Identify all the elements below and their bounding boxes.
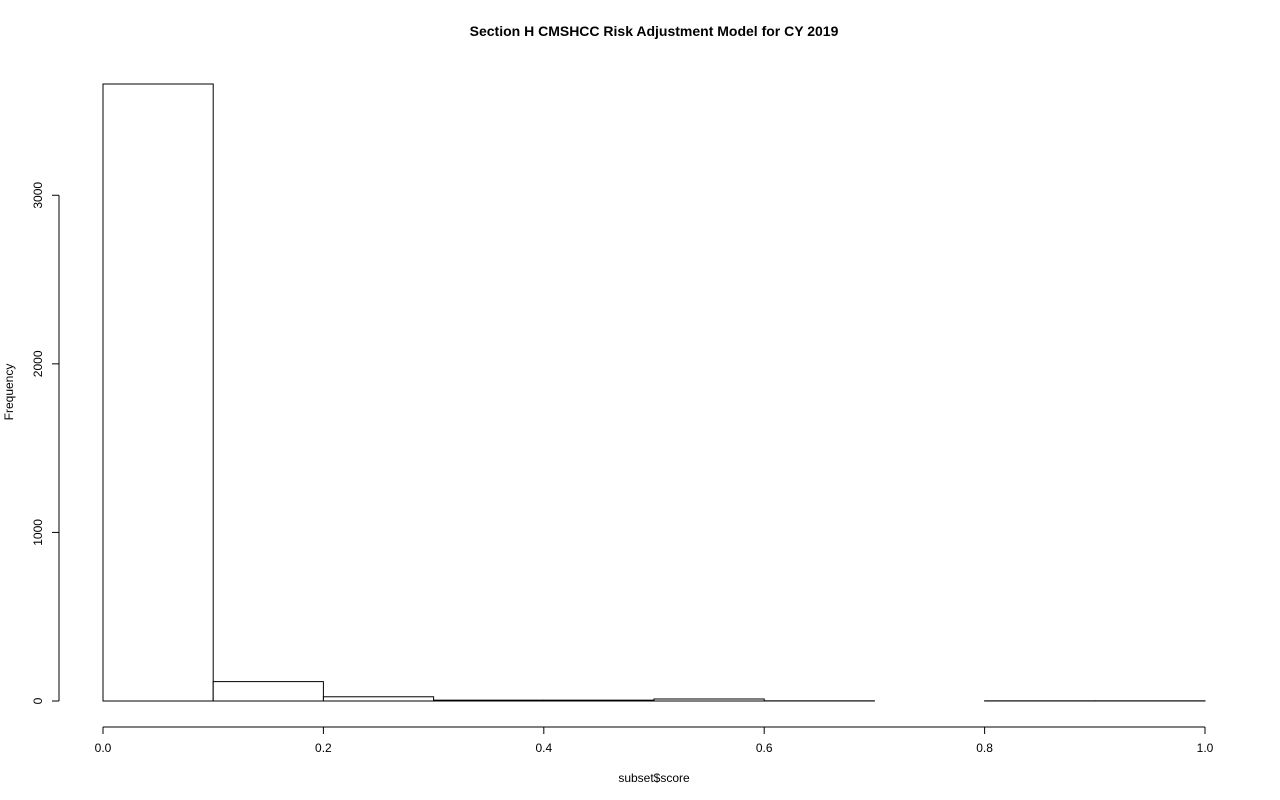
x-axis-label: subset$score [618,771,690,785]
x-tick-label: 0.0 [95,741,112,755]
chart-title: Section H CMSHCC Risk Adjustment Model f… [470,23,839,39]
histogram-bar [322,696,435,702]
x-tick-label: 1.0 [1197,741,1214,755]
y-tick-label: 2000 [31,350,45,377]
histogram-bar [212,681,324,702]
y-tick-label: 0 [31,697,45,704]
histogram-bar [433,699,545,702]
y-tick-label: 3000 [31,182,45,209]
y-tick-label: 1000 [31,519,45,546]
x-tick-label: 0.8 [976,741,993,755]
y-axis: 0 1000 2000 3000 [31,182,60,704]
histogram-bars [102,83,1206,702]
histogram-bar [653,698,765,702]
x-tick-label: 0.4 [535,741,552,755]
x-axis: 0.0 0.2 0.4 0.6 0.8 1.0 [95,726,1214,755]
y-axis-label: Frequency [2,364,16,421]
x-tick-label: 0.2 [315,741,332,755]
histogram-bar [543,699,655,702]
histogram-bar [102,83,214,702]
x-tick-label: 0.6 [756,741,773,755]
